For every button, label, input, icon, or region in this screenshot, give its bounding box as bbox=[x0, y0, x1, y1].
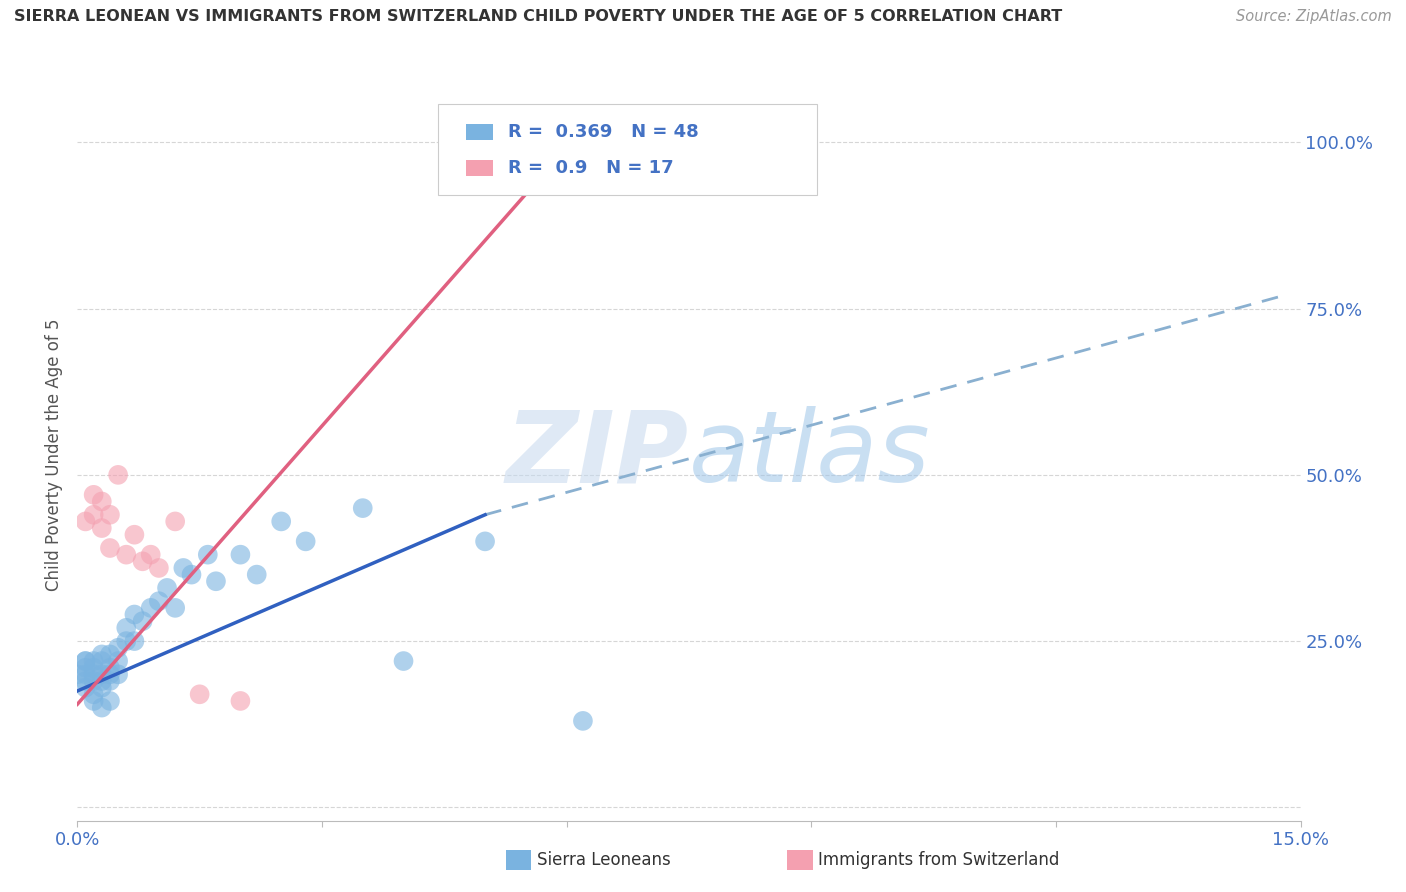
Point bbox=[188, 687, 211, 701]
Point bbox=[75, 661, 97, 675]
Point bbox=[270, 515, 292, 529]
Point bbox=[165, 600, 187, 615]
Point bbox=[131, 554, 153, 568]
Point bbox=[246, 567, 269, 582]
Text: R =  0.9   N = 17: R = 0.9 N = 17 bbox=[508, 159, 673, 178]
Point bbox=[172, 561, 194, 575]
Point bbox=[66, 667, 89, 681]
Point bbox=[148, 561, 170, 575]
Point bbox=[98, 673, 121, 688]
Point bbox=[83, 508, 105, 522]
Point bbox=[75, 673, 97, 688]
Point bbox=[75, 681, 97, 695]
Point bbox=[392, 654, 415, 668]
Point bbox=[124, 527, 146, 541]
Point bbox=[98, 508, 121, 522]
Point bbox=[75, 654, 97, 668]
Text: R =  0.369   N = 48: R = 0.369 N = 48 bbox=[508, 122, 699, 141]
Point bbox=[83, 654, 105, 668]
Point bbox=[115, 621, 138, 635]
Point bbox=[229, 548, 252, 562]
Point bbox=[115, 634, 138, 648]
Point bbox=[90, 654, 112, 668]
Point bbox=[294, 534, 316, 549]
Text: SIERRA LEONEAN VS IMMIGRANTS FROM SWITZERLAND CHILD POVERTY UNDER THE AGE OF 5 C: SIERRA LEONEAN VS IMMIGRANTS FROM SWITZE… bbox=[14, 9, 1063, 24]
Point bbox=[75, 515, 97, 529]
Y-axis label: Child Poverty Under the Age of 5: Child Poverty Under the Age of 5 bbox=[45, 318, 63, 591]
Point bbox=[83, 661, 105, 675]
Text: Sierra Leoneans: Sierra Leoneans bbox=[537, 851, 671, 869]
Point bbox=[75, 667, 97, 681]
Point bbox=[515, 136, 537, 150]
Point bbox=[90, 681, 112, 695]
FancyBboxPatch shape bbox=[439, 103, 817, 195]
Point bbox=[90, 700, 112, 714]
Point bbox=[90, 494, 112, 508]
Point bbox=[165, 515, 187, 529]
Text: ZIP: ZIP bbox=[506, 407, 689, 503]
Point bbox=[90, 667, 112, 681]
Point bbox=[107, 667, 129, 681]
Text: Immigrants from Switzerland: Immigrants from Switzerland bbox=[818, 851, 1060, 869]
FancyBboxPatch shape bbox=[467, 124, 494, 140]
Point bbox=[197, 548, 219, 562]
Point bbox=[180, 567, 202, 582]
Point bbox=[83, 667, 105, 681]
Point bbox=[139, 548, 162, 562]
Point bbox=[124, 634, 146, 648]
Point bbox=[98, 648, 121, 662]
Point bbox=[115, 548, 138, 562]
Point bbox=[90, 521, 112, 535]
Point bbox=[474, 534, 496, 549]
Point bbox=[107, 654, 129, 668]
Point bbox=[83, 488, 105, 502]
Point bbox=[83, 694, 105, 708]
Point bbox=[83, 687, 105, 701]
Point bbox=[124, 607, 146, 622]
Point bbox=[75, 654, 97, 668]
Point bbox=[107, 640, 129, 655]
Point bbox=[156, 581, 179, 595]
Point bbox=[98, 541, 121, 555]
Point bbox=[229, 694, 252, 708]
Point bbox=[131, 614, 153, 628]
Point bbox=[148, 594, 170, 608]
Point bbox=[98, 661, 121, 675]
Text: atlas: atlas bbox=[689, 407, 931, 503]
Point bbox=[90, 648, 112, 662]
Point bbox=[352, 501, 374, 516]
Point bbox=[98, 667, 121, 681]
Point bbox=[139, 600, 162, 615]
Point bbox=[205, 574, 228, 589]
Point bbox=[572, 714, 595, 728]
Point bbox=[83, 673, 105, 688]
FancyBboxPatch shape bbox=[467, 161, 494, 177]
Point bbox=[90, 673, 112, 688]
Point bbox=[98, 694, 121, 708]
Point bbox=[107, 467, 129, 482]
Text: Source: ZipAtlas.com: Source: ZipAtlas.com bbox=[1236, 9, 1392, 24]
